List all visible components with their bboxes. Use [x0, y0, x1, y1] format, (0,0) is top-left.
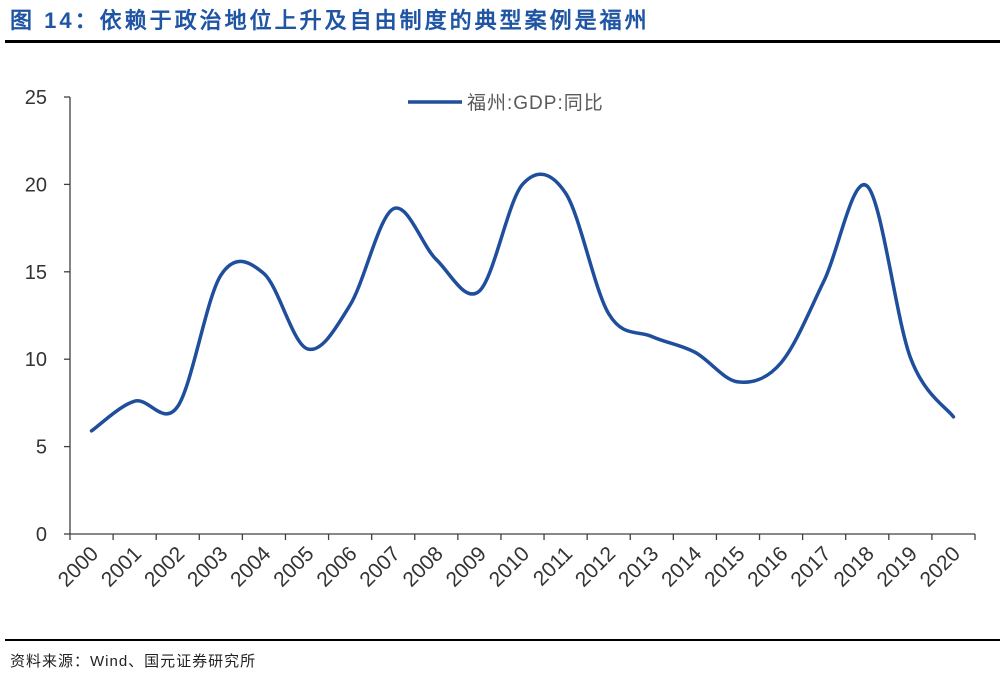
- y-tick-label-15: 15: [25, 262, 47, 284]
- data-point-2009: [477, 289, 482, 294]
- data-point-2004: [261, 271, 266, 276]
- data-point-2002: [175, 404, 180, 409]
- data-point-2017: [822, 278, 827, 283]
- series-line-fuzhou-gdp-yoy: [89, 172, 956, 433]
- data-point-2006: [348, 303, 353, 308]
- data-point-2000: [89, 428, 94, 433]
- x-tick-label-2011: 2011: [529, 542, 577, 590]
- x-tick-label-2013: 2013: [614, 542, 663, 591]
- source-note: 资料来源：Wind、国元证券研究所: [10, 653, 257, 670]
- x-tick-label-2010: 2010: [485, 542, 534, 591]
- x-tick-label-2019: 2019: [873, 542, 922, 591]
- y-tick-label-20: 20: [25, 174, 47, 196]
- x-tick-label-2002: 2002: [140, 542, 189, 591]
- y-axis: 0 5 10 15 20 25: [25, 87, 71, 546]
- data-point-2005: [305, 346, 310, 351]
- data-point-2014: [692, 350, 697, 355]
- y-tick-label-10: 10: [25, 349, 47, 371]
- x-tick-label-2009: 2009: [442, 542, 491, 591]
- x-tick-label-2012: 2012: [571, 542, 620, 591]
- data-points: [89, 182, 956, 433]
- data-point-2015: [735, 379, 740, 384]
- top-rule: [5, 40, 1000, 43]
- figure-title: 图 14：依赖于政治地位上升及自由制度的典型案例是福州: [10, 8, 650, 33]
- legend: 福州:GDP:同比: [408, 92, 604, 114]
- x-tick-label-2007: 2007: [355, 542, 404, 591]
- x-tick-label-2016: 2016: [743, 542, 792, 591]
- data-point-2007: [391, 206, 396, 211]
- data-point-2016: [779, 360, 784, 365]
- plot-area: [89, 172, 956, 433]
- x-tick-label-2018: 2018: [829, 542, 878, 591]
- data-point-2003: [218, 273, 223, 278]
- data-point-2008: [434, 257, 439, 262]
- x-tick-label-2005: 2005: [269, 542, 318, 591]
- data-point-2012: [606, 311, 611, 316]
- data-point-2020: [951, 414, 956, 419]
- x-axis: 2000200120022003200420052006200720082009…: [54, 533, 976, 592]
- x-tick-label-2006: 2006: [312, 542, 361, 591]
- data-point-2013: [649, 334, 654, 339]
- data-point-2001: [132, 399, 137, 404]
- y-tick-label-25: 25: [25, 87, 47, 109]
- x-tick-label-2003: 2003: [183, 542, 232, 591]
- data-point-2019: [908, 355, 913, 360]
- y-tick-label-0: 0: [36, 524, 47, 546]
- x-tick-label-2017: 2017: [786, 542, 835, 591]
- legend-label: 福州:GDP:同比: [467, 92, 604, 114]
- x-tick-label-2000: 2000: [54, 542, 103, 591]
- x-tick-label-2008: 2008: [399, 542, 448, 591]
- data-point-2010: [520, 182, 525, 187]
- x-tick-label-2001: 2001: [97, 542, 146, 591]
- data-point-2018: [865, 184, 870, 189]
- x-tick-label-2015: 2015: [700, 542, 749, 591]
- y-tick-label-5: 5: [36, 437, 47, 459]
- x-tick-label-2004: 2004: [226, 542, 276, 592]
- x-tick-label-2014: 2014: [657, 542, 707, 592]
- x-tick-label-2020: 2020: [916, 542, 965, 591]
- bottom-rule: [5, 639, 1000, 641]
- data-point-2011: [563, 191, 568, 196]
